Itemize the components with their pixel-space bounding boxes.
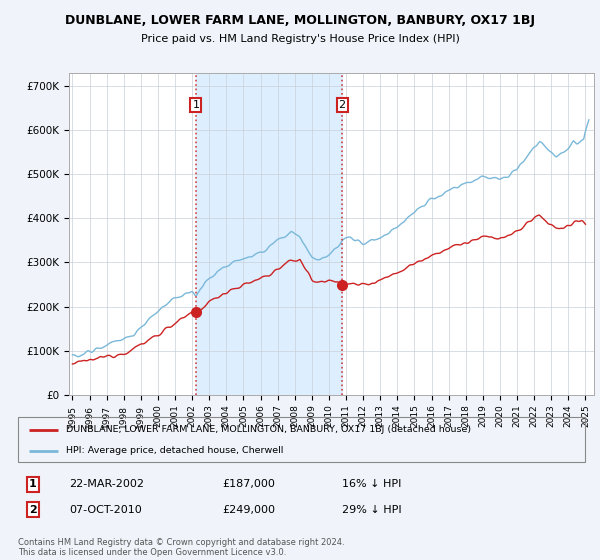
Text: £249,000: £249,000 xyxy=(222,505,275,515)
Bar xyxy=(196,73,342,395)
Text: 07-OCT-2010: 07-OCT-2010 xyxy=(69,505,142,515)
Text: 1: 1 xyxy=(193,100,199,110)
Text: HPI: Average price, detached house, Cherwell: HPI: Average price, detached house, Cher… xyxy=(66,446,284,455)
Text: Contains HM Land Registry data © Crown copyright and database right 2024.
This d: Contains HM Land Registry data © Crown c… xyxy=(18,538,344,557)
Text: 29% ↓ HPI: 29% ↓ HPI xyxy=(342,505,401,515)
Text: 2: 2 xyxy=(29,505,37,515)
Text: Price paid vs. HM Land Registry's House Price Index (HPI): Price paid vs. HM Land Registry's House … xyxy=(140,34,460,44)
Text: 16% ↓ HPI: 16% ↓ HPI xyxy=(342,479,401,489)
Text: £187,000: £187,000 xyxy=(222,479,275,489)
Text: DUNBLANE, LOWER FARM LANE, MOLLINGTON, BANBURY, OX17 1BJ (detached house): DUNBLANE, LOWER FARM LANE, MOLLINGTON, B… xyxy=(66,425,472,434)
Text: 1: 1 xyxy=(29,479,37,489)
Text: DUNBLANE, LOWER FARM LANE, MOLLINGTON, BANBURY, OX17 1BJ: DUNBLANE, LOWER FARM LANE, MOLLINGTON, B… xyxy=(65,14,535,27)
Text: 22-MAR-2002: 22-MAR-2002 xyxy=(69,479,144,489)
Text: 2: 2 xyxy=(338,100,346,110)
